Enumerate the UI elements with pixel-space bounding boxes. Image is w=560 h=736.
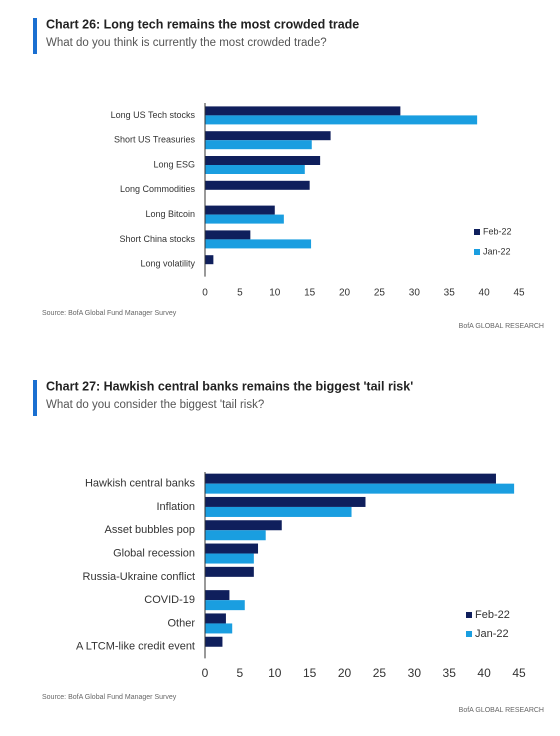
- legend-label: Jan-22: [483, 246, 511, 256]
- bar: [205, 530, 266, 541]
- legend-label: Jan-22: [475, 628, 509, 640]
- bar: [205, 496, 366, 507]
- chart-title: Chart 26: Long tech remains the most cro…: [46, 17, 359, 31]
- y-tick-label: COVID-19: [144, 594, 195, 606]
- bar: [205, 106, 401, 116]
- x-tick-label: 35: [444, 288, 456, 299]
- bar: [205, 131, 331, 141]
- x-tick-label: 15: [303, 666, 317, 680]
- x-tick-label: 40: [477, 666, 491, 680]
- title-accent: [33, 380, 37, 416]
- y-tick-label: Short US Treasuries: [114, 135, 196, 145]
- x-tick-label: 45: [512, 666, 526, 680]
- legend-swatch: [466, 612, 472, 618]
- x-tick-label: 30: [408, 666, 422, 680]
- y-tick-label: Other: [167, 617, 195, 629]
- x-tick-label: 40: [479, 288, 491, 299]
- x-tick-label: 20: [339, 288, 351, 299]
- bar: [205, 520, 282, 531]
- x-tick-label: 0: [202, 288, 208, 299]
- bar: [205, 543, 259, 554]
- bar: [205, 230, 251, 240]
- bar: [205, 613, 226, 624]
- bar: [205, 180, 310, 190]
- chart-subtitle: What do you consider the biggest 'tail r…: [46, 399, 264, 411]
- bar: [205, 140, 312, 150]
- footer: BofA GLOBAL RESEARCH: [459, 323, 544, 330]
- x-tick-label: 5: [237, 666, 244, 680]
- bar: [205, 590, 230, 601]
- x-tick-label: 5: [237, 288, 243, 299]
- chart-subtitle: What do you think is currently the most …: [46, 37, 327, 49]
- y-tick-label: Long Commodities: [120, 184, 196, 194]
- bar: [205, 214, 284, 224]
- bar: [205, 553, 254, 564]
- y-tick-label: Long ESG: [153, 159, 195, 169]
- source: Source: BofA Global Fund Manager Survey: [42, 694, 177, 701]
- x-tick-label: 25: [374, 288, 386, 299]
- footer: BofA GLOBAL RESEARCH: [459, 707, 544, 714]
- bar: [205, 205, 275, 215]
- bar: [205, 566, 254, 577]
- bar: [205, 636, 223, 647]
- y-tick-label: Hawkish central banks: [85, 478, 196, 490]
- y-tick-label: Long volatility: [140, 259, 195, 269]
- y-tick-label: Long Bitcoin: [145, 209, 195, 219]
- y-tick-label: Inflation: [156, 501, 195, 513]
- bar: [205, 473, 496, 484]
- legend-label: Feb-22: [483, 226, 512, 236]
- chart-title: Chart 27: Hawkish central banks remains …: [46, 379, 413, 393]
- y-tick-label: Asset bubbles pop: [104, 524, 195, 536]
- x-tick-label: 20: [338, 666, 352, 680]
- bar: [205, 255, 214, 265]
- legend-swatch: [474, 229, 480, 235]
- y-tick-label: Russia-Ukraine conflict: [83, 571, 195, 583]
- y-tick-label: A LTCM-like credit event: [76, 641, 195, 653]
- x-tick-label: 0: [202, 666, 209, 680]
- title-accent: [33, 18, 37, 54]
- legend-label: Feb-22: [475, 609, 510, 621]
- x-tick-label: 30: [409, 288, 421, 299]
- y-tick-label: Long US Tech stocks: [111, 110, 196, 120]
- bar: [205, 156, 321, 165]
- bar: [205, 506, 352, 517]
- y-tick-label: Global recession: [113, 547, 195, 559]
- x-tick-label: 45: [513, 288, 525, 299]
- x-tick-label: 25: [373, 666, 387, 680]
- bar: [205, 483, 515, 494]
- x-tick-label: 15: [304, 288, 316, 299]
- legend-swatch: [466, 631, 472, 637]
- x-tick-label: 35: [443, 666, 457, 680]
- y-tick-label: Short China stocks: [119, 234, 195, 244]
- bar: [205, 623, 233, 634]
- bar: [205, 239, 312, 249]
- x-tick-label: 10: [268, 666, 282, 680]
- bar: [205, 165, 305, 174]
- x-tick-label: 10: [269, 288, 281, 299]
- bar: [205, 600, 245, 611]
- bar: [205, 115, 478, 125]
- source: Source: BofA Global Fund Manager Survey: [42, 310, 177, 317]
- legend-swatch: [474, 249, 480, 255]
